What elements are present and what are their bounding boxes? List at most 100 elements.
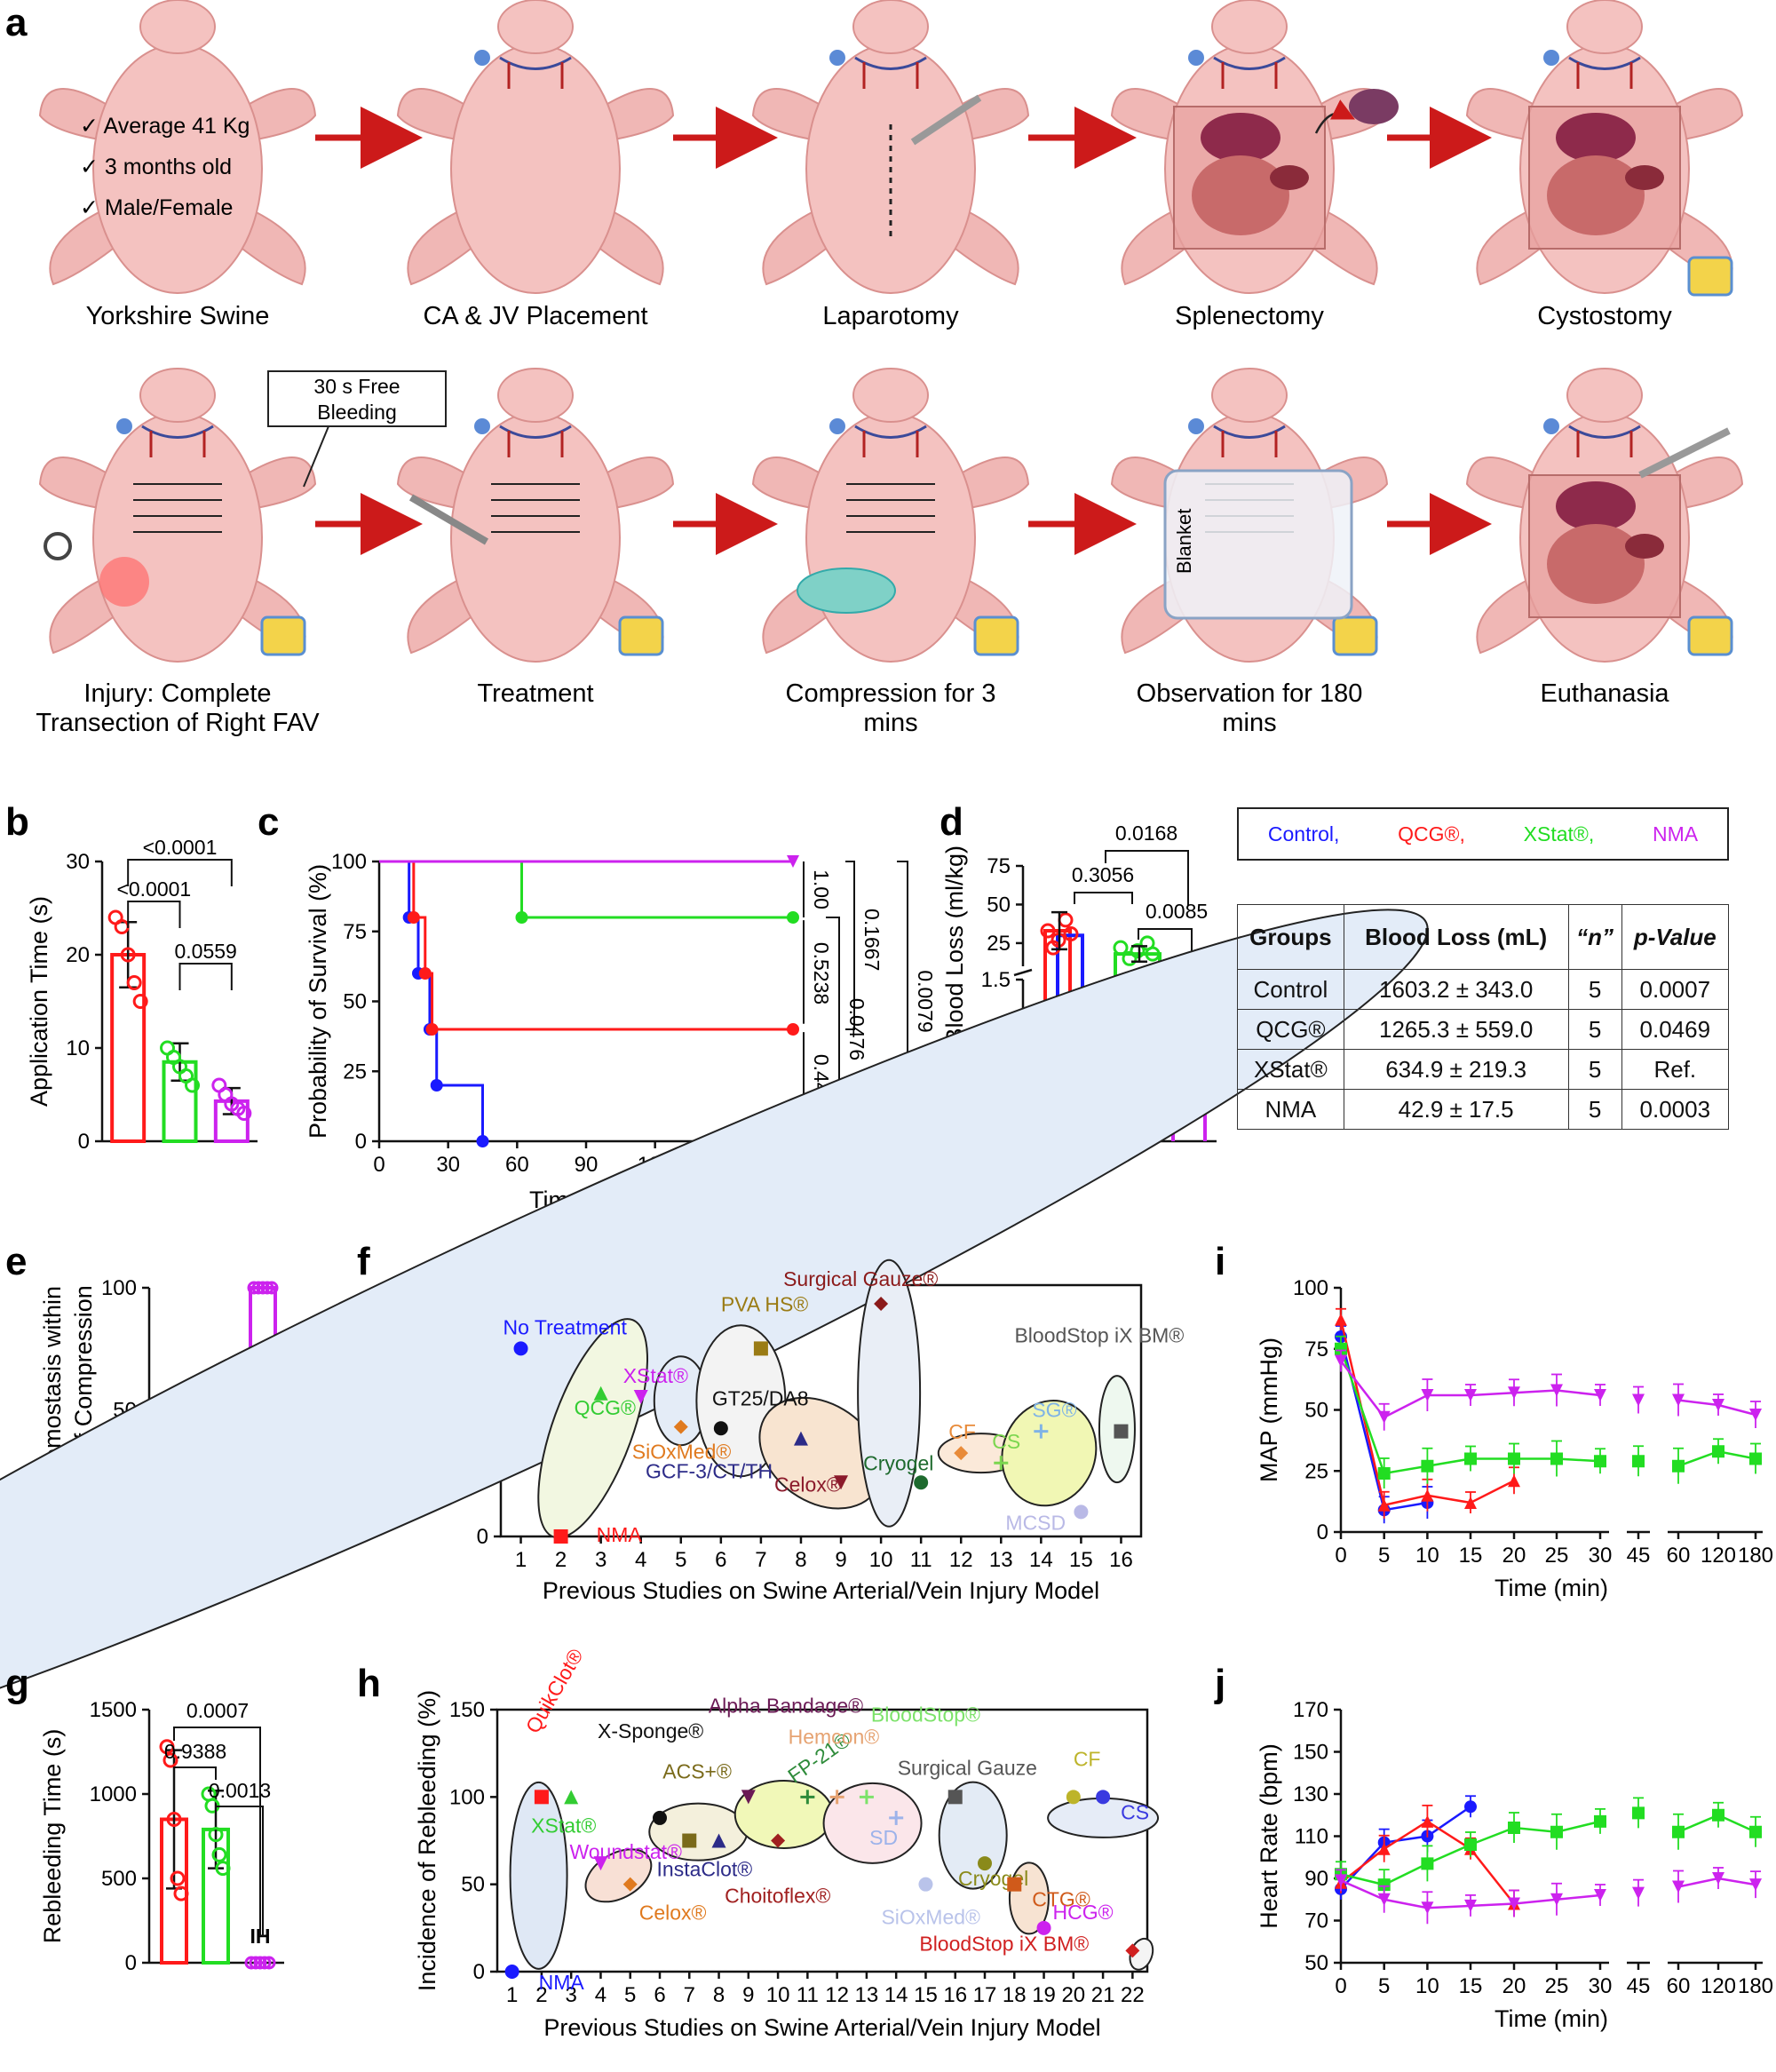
data-point xyxy=(247,1281,261,1295)
pig-head xyxy=(139,368,216,423)
data-point xyxy=(159,1739,175,1755)
study-label: XStat® xyxy=(623,1364,688,1387)
study-point xyxy=(1007,1877,1022,1892)
survival-point xyxy=(407,911,420,924)
survival-point xyxy=(787,855,799,868)
p-value-label: 0.5238 xyxy=(810,942,833,1004)
study-label: SG® xyxy=(1032,1399,1076,1422)
x-tick-label: 17 xyxy=(973,1983,997,2007)
study-point xyxy=(653,1810,667,1825)
scalpel xyxy=(1638,427,1731,479)
panel-label-i: i xyxy=(1215,1240,1225,1283)
step-caption: Compression for 3 xyxy=(786,679,996,708)
data-point xyxy=(211,1846,227,1862)
y-tick-label: 25 xyxy=(343,1060,367,1084)
catheter-hub xyxy=(116,418,132,434)
blanket-overlay: Blanket xyxy=(1163,469,1353,620)
x-tick-label: 18 xyxy=(1003,1983,1027,2007)
x-tick-label: 5 xyxy=(624,1983,636,2007)
pig-head xyxy=(1211,0,1288,54)
study-label: Surgical Gauze® xyxy=(783,1267,938,1290)
study-point xyxy=(593,1856,608,1871)
chart-f-hemostatic-time: 0125250750150022501234567891011121314151… xyxy=(0,909,1429,1782)
study-point xyxy=(1066,1790,1081,1805)
study-point xyxy=(753,1341,768,1356)
liver xyxy=(1201,113,1280,163)
pig-head xyxy=(852,0,929,54)
cell: 5 xyxy=(1567,1049,1622,1090)
step-caption: mins xyxy=(1222,709,1276,737)
series-point xyxy=(1335,1354,1347,1368)
x-tick-label: 3 xyxy=(566,1983,577,2007)
study-label: No Treatment xyxy=(503,1315,628,1338)
injury-site xyxy=(99,557,149,607)
callout-line-1: 30 s Free xyxy=(313,375,400,398)
significance-bracket xyxy=(1074,892,1133,904)
series-point xyxy=(1712,1399,1724,1411)
study-point xyxy=(1096,1790,1111,1805)
pig-illustration xyxy=(1465,368,1744,663)
catheter-hub xyxy=(1543,50,1559,66)
y-tick-label: 0 xyxy=(1317,1520,1328,1544)
series-point xyxy=(1749,1825,1762,1838)
x-tick-label: 14 xyxy=(1029,1548,1053,1572)
p-value-label: 0.1667 xyxy=(860,909,884,971)
series-point xyxy=(1421,1901,1434,1915)
bladder xyxy=(1270,165,1309,190)
study-label: NMA xyxy=(597,1523,643,1546)
significance-bracket xyxy=(215,1806,264,1936)
x-tick-label: 12 xyxy=(949,1548,973,1572)
series-point xyxy=(1594,1455,1606,1468)
y-tick-label: 1.5 xyxy=(981,968,1011,992)
pig-illustration xyxy=(38,368,317,663)
y-tick-label: 10 xyxy=(66,1036,90,1060)
y-tick-label: 30 xyxy=(66,850,90,874)
x-tick-label: 9 xyxy=(835,1548,846,1572)
series-point xyxy=(1672,1459,1685,1473)
series-point xyxy=(1508,1474,1520,1488)
chart-i-map: 0 25 50 75 100 0 5 10 15 20 25 30 45 60 120 180 Time (mi… xyxy=(1256,1276,1773,1601)
x-tick-label: 4 xyxy=(635,1548,646,1572)
x-axis-label: Time (min) xyxy=(1495,2005,1608,2032)
study-label: Surgical Gauze xyxy=(898,1756,1037,1779)
series-point xyxy=(1550,1825,1563,1838)
legend-control: Control, xyxy=(1267,822,1340,845)
y-tick-label: 1000 xyxy=(90,1782,137,1806)
p-value-label: 0.0013 xyxy=(209,1779,271,1802)
study-label: SD xyxy=(869,1826,898,1849)
y-tick-label: 1500 xyxy=(90,1698,137,1722)
spleen xyxy=(1349,89,1399,124)
x-tick-label: 1 xyxy=(515,1548,527,1572)
x-tick-label: 8 xyxy=(795,1548,806,1572)
study-point xyxy=(978,1856,992,1871)
x-tick-label: 14 xyxy=(884,1983,908,2007)
series-point xyxy=(1421,1857,1434,1870)
neck-arteries xyxy=(862,62,919,89)
cell: 0.0007 xyxy=(1621,969,1730,1010)
series-point xyxy=(1508,1897,1520,1910)
y-tick-label: 50 xyxy=(343,990,367,1014)
x-tick-label: 6 xyxy=(715,1548,726,1572)
study-label: Choitoflex® xyxy=(725,1885,830,1908)
study-point xyxy=(834,1475,849,1490)
study-label: QuikClot® xyxy=(521,1645,588,1737)
study-point xyxy=(553,1529,568,1544)
urine-bag xyxy=(1687,256,1733,297)
panel-label-a: a xyxy=(5,1,28,44)
y-tick-label: 50 xyxy=(1304,1399,1328,1423)
study-point xyxy=(1125,1943,1140,1958)
study-point xyxy=(1074,1504,1089,1520)
x-tick-label: 9 xyxy=(742,1983,754,2007)
urine-bag xyxy=(1332,615,1378,656)
col-blood-loss: Blood Loss (mL) xyxy=(1343,904,1569,970)
p-value-label: 0.0085 xyxy=(1146,900,1208,923)
study-label: Celox® xyxy=(774,1473,842,1496)
series-point xyxy=(1672,1825,1685,1838)
study-point xyxy=(859,1790,874,1805)
step-caption: Injury: Complete xyxy=(83,679,271,708)
data-point xyxy=(120,947,136,963)
study-point xyxy=(918,1877,933,1892)
x-tick-label: 15 xyxy=(1069,1548,1093,1572)
compression-glove xyxy=(797,568,896,614)
survival-point xyxy=(787,1023,799,1036)
